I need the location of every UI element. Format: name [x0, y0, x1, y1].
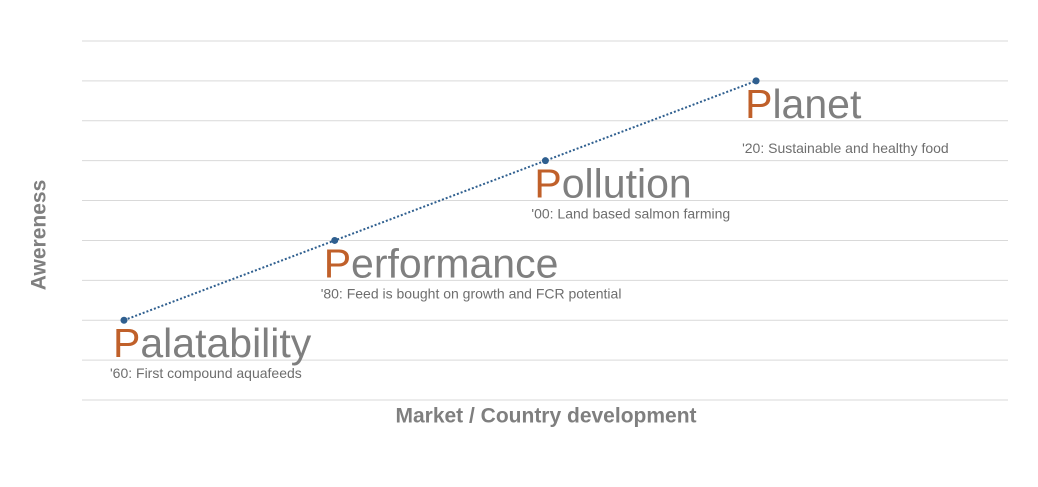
point — [120, 316, 128, 324]
stage-label: Performance — [324, 240, 559, 286]
stage-note: '80: Feed is bought on growth and FCR po… — [321, 285, 622, 301]
point — [752, 77, 760, 85]
stage-label: Planet — [745, 81, 862, 127]
line — [123, 79, 757, 322]
point — [331, 236, 339, 244]
stage-label: Palatability — [113, 320, 312, 366]
stage-note: '20: Sustainable and healthy food — [742, 140, 949, 156]
point — [541, 157, 549, 165]
y-axis-title: Awereness — [28, 180, 51, 291]
x-axis-title: Market / Country development — [395, 405, 696, 428]
stage-note: '60: First compound aquafeeds — [110, 365, 302, 381]
stage-note: '00: Land based salmon farming — [531, 206, 730, 222]
stage-label: Pollution — [534, 161, 691, 207]
